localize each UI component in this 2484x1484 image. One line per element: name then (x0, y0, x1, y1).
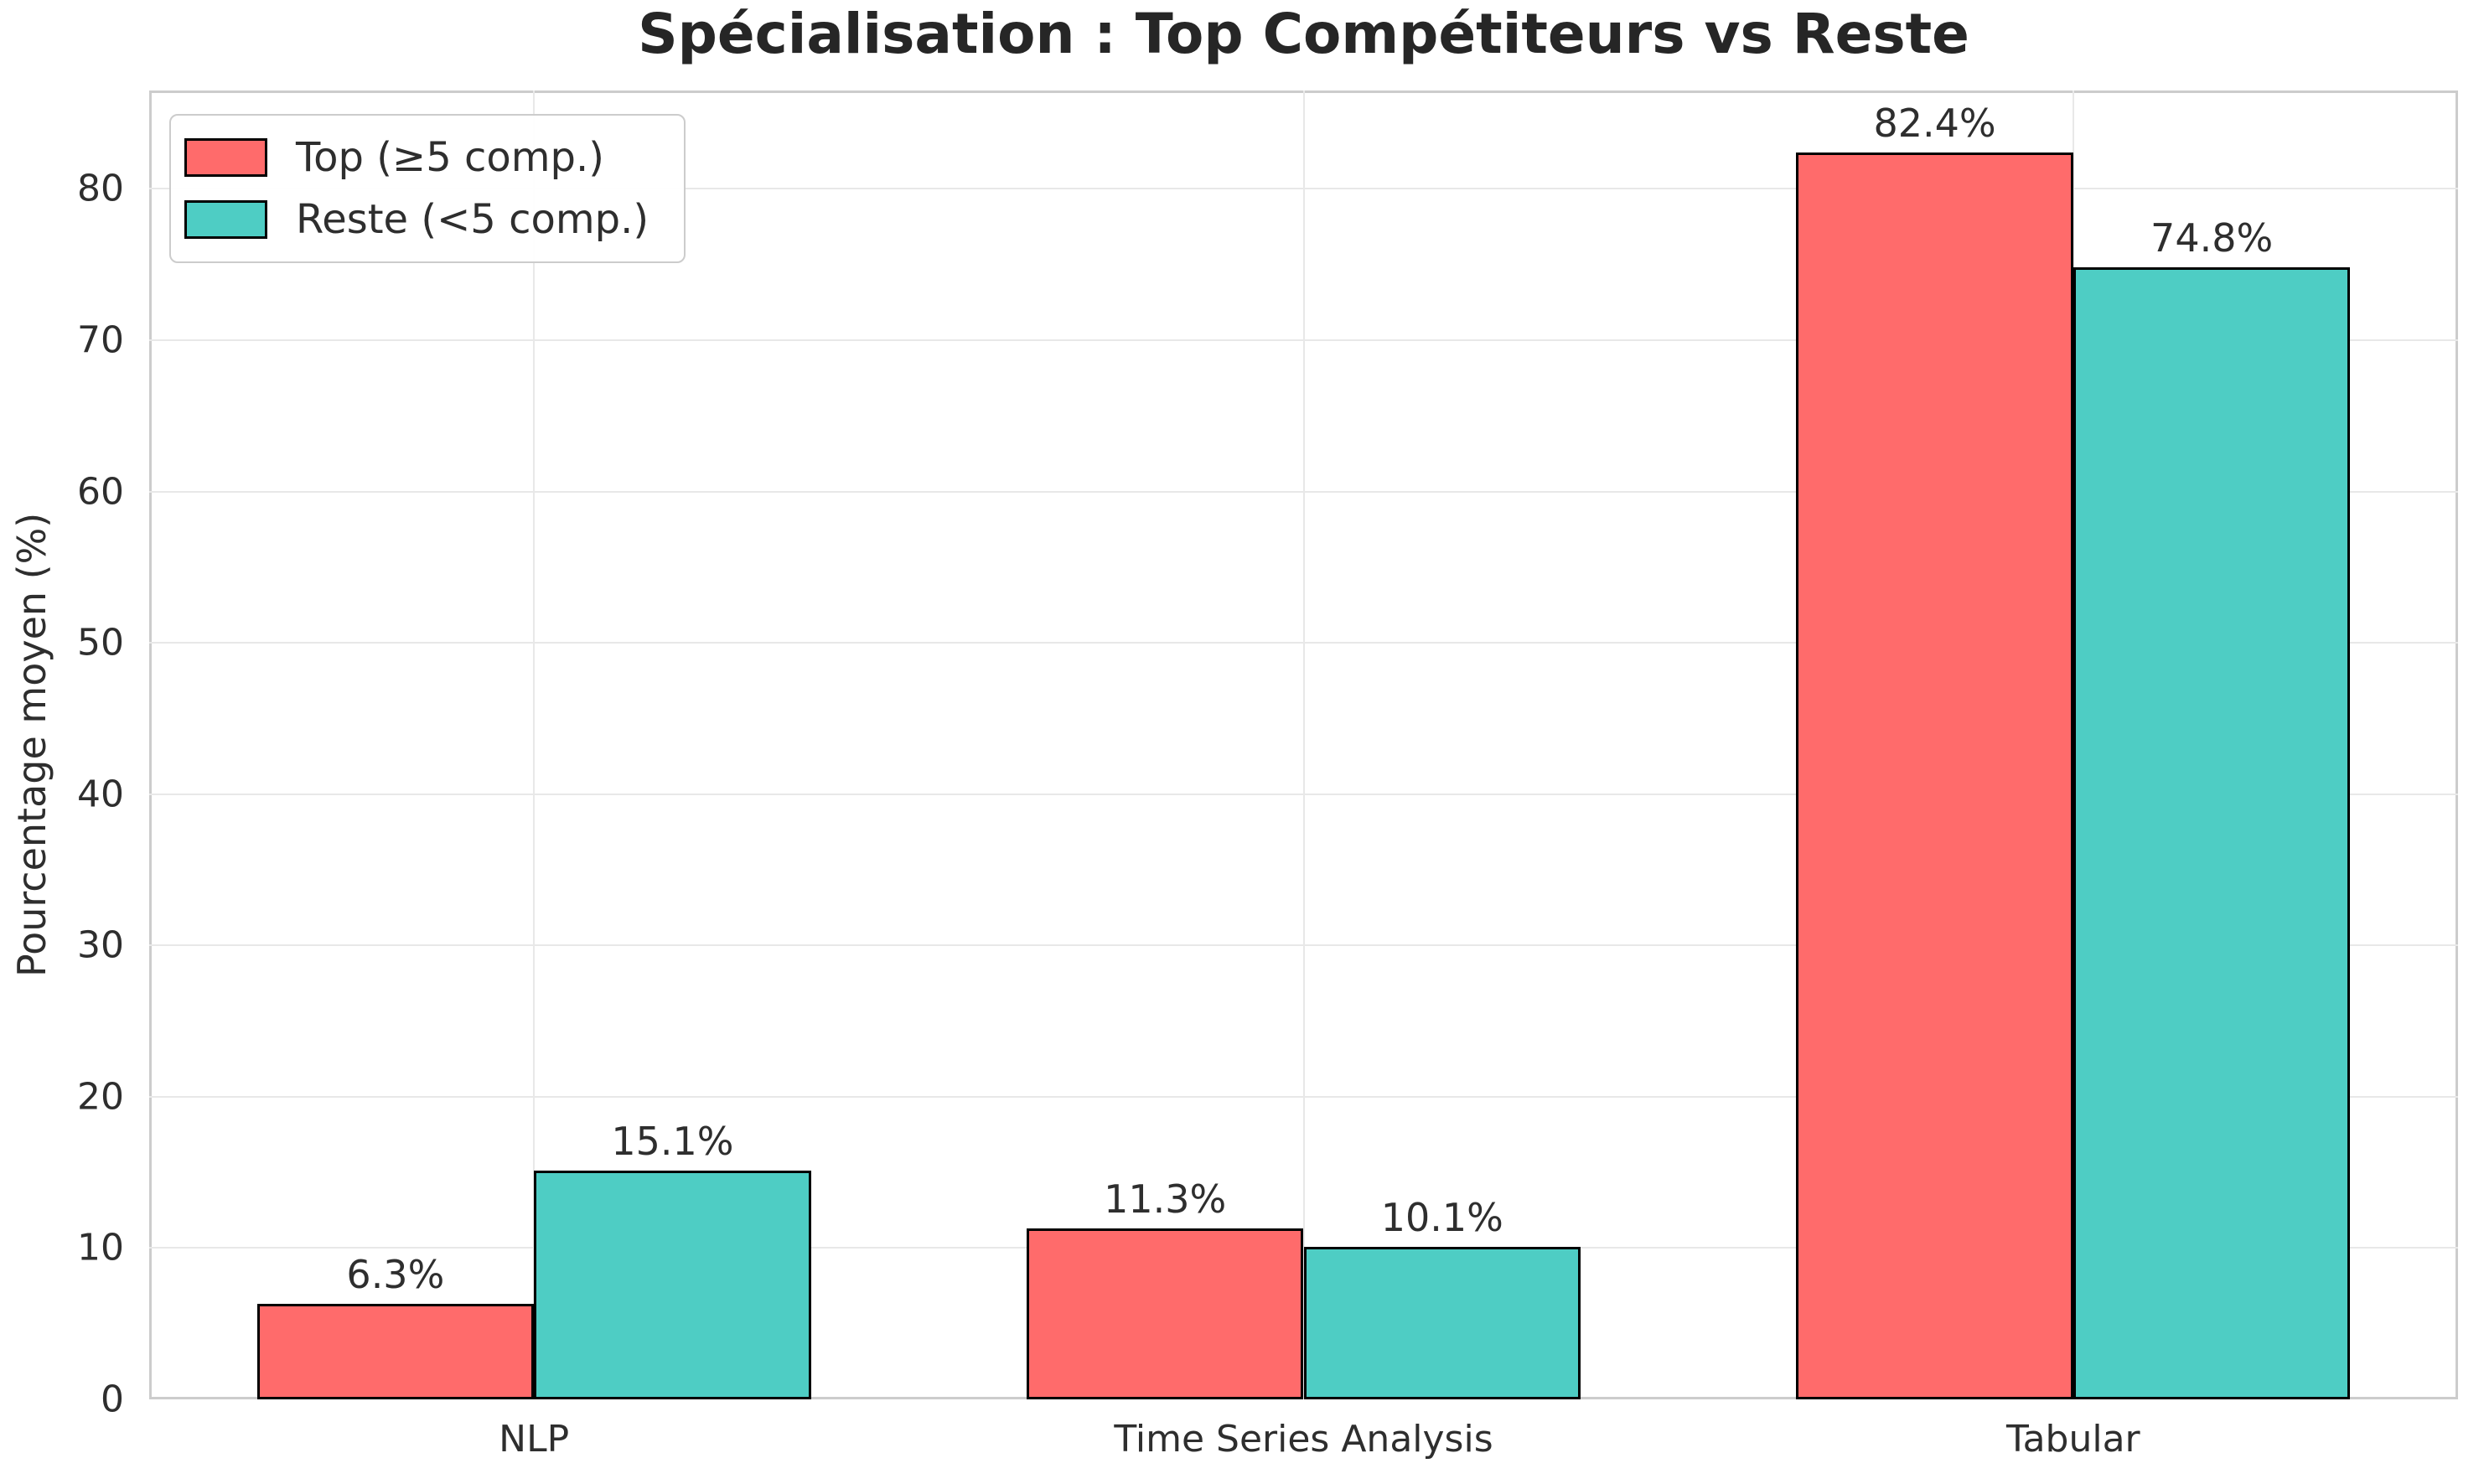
value-label: 74.8% (2150, 215, 2274, 261)
bar-top-1 (1026, 1228, 1304, 1399)
y-tick-label: 70 (77, 318, 124, 362)
value-label: 10.1% (1380, 1194, 1503, 1240)
value-label: 15.1% (611, 1119, 734, 1165)
gridline-vertical (533, 90, 536, 1399)
legend-swatch-reste-icon (184, 200, 267, 239)
value-label: 6.3% (346, 1252, 445, 1298)
chart-title: Spécialisation : Top Compétiteurs vs Res… (638, 2, 1969, 66)
x-tick-label: NLP (499, 1418, 570, 1461)
y-axis-label: Pourcentage moyen (%) (9, 512, 54, 978)
legend-label-reste: Reste (<5 comp.) (296, 196, 649, 243)
bar-top-2 (1796, 153, 2073, 1399)
legend-item-reste: Reste (<5 comp.) (184, 196, 649, 243)
y-tick-label: 60 (77, 470, 124, 514)
legend-swatch-top-icon (184, 138, 267, 177)
legend-label-top: Top (≥5 comp.) (296, 134, 604, 181)
legend-item-top: Top (≥5 comp.) (184, 134, 649, 181)
y-tick-label: 20 (77, 1075, 124, 1119)
x-tick-label: Tabular (2006, 1418, 2140, 1461)
bar-reste-0 (534, 1171, 811, 1399)
y-tick-label: 40 (77, 773, 124, 816)
value-label: 11.3% (1104, 1176, 1227, 1222)
bar-reste-1 (1303, 1246, 1581, 1399)
y-tick-label: 0 (101, 1378, 124, 1421)
y-tick-label: 10 (77, 1226, 124, 1269)
y-tick-label: 50 (77, 621, 124, 664)
bar-reste-2 (2073, 267, 2351, 1399)
legend: Top (≥5 comp.) Reste (<5 comp.) (169, 114, 686, 263)
x-tick-label: Time Series Analysis (1114, 1418, 1493, 1461)
y-tick-label: 30 (77, 923, 124, 967)
value-label: 82.4% (1873, 101, 1996, 147)
gridline-vertical (1302, 90, 1305, 1399)
y-tick-label: 80 (77, 167, 124, 210)
bar-top-0 (256, 1304, 535, 1399)
